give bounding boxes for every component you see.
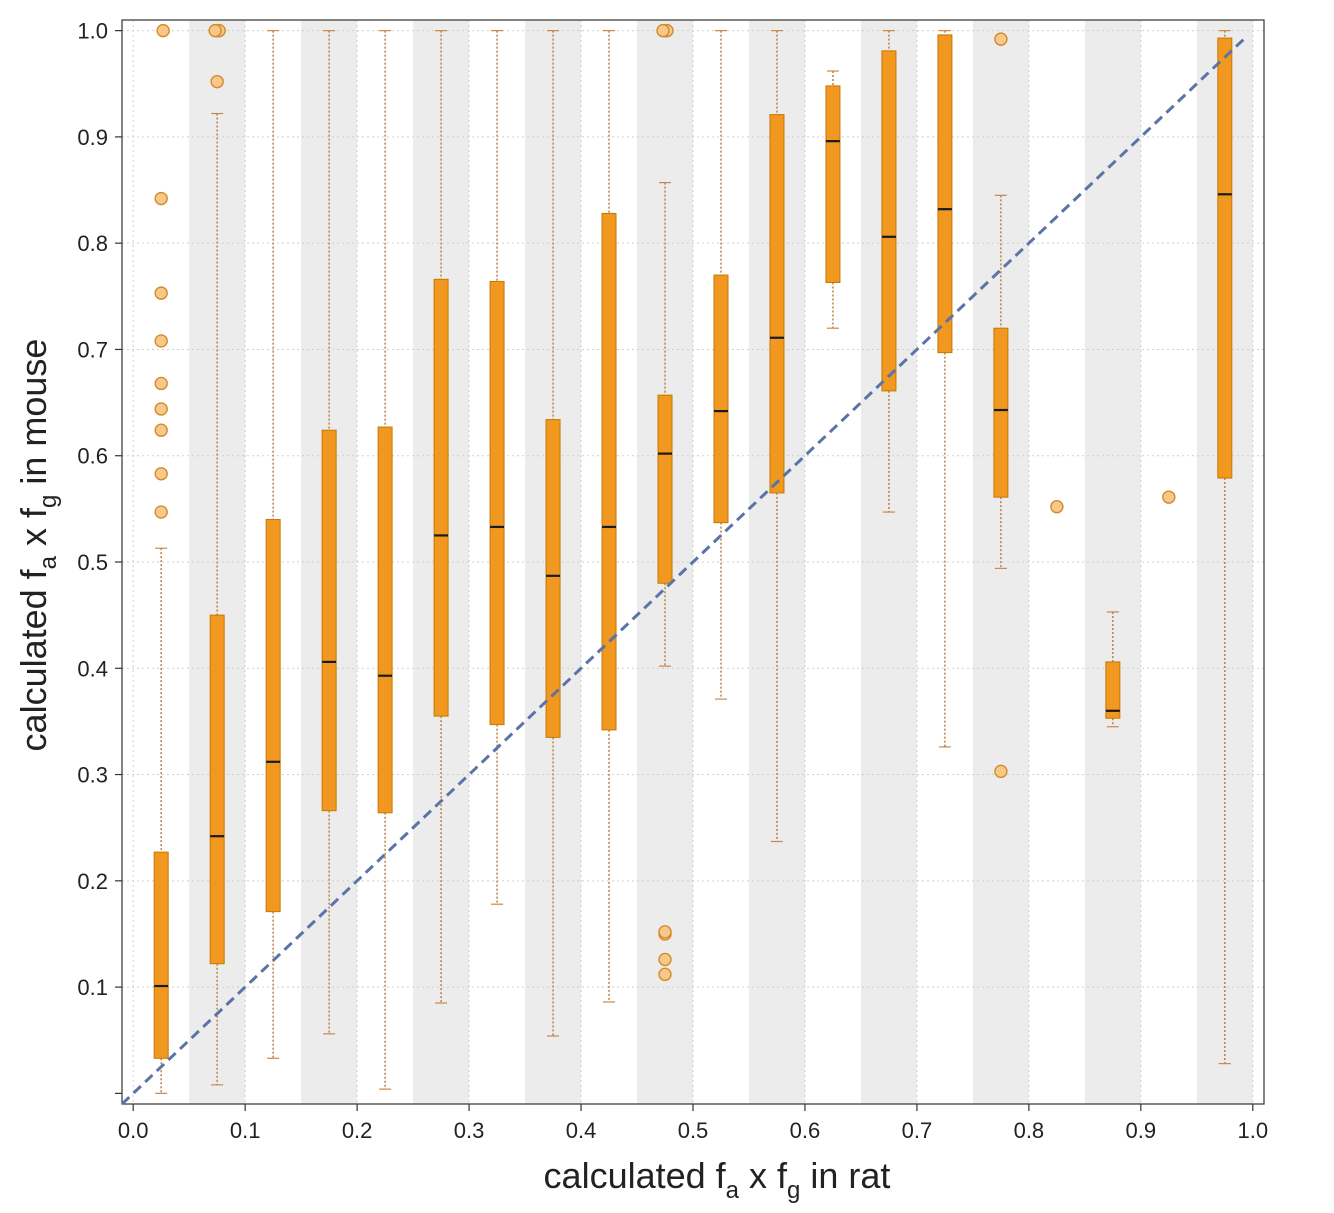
- outlier-point: [154, 423, 168, 437]
- outlier-point: [658, 952, 672, 967]
- outlier-point: [994, 764, 1008, 779]
- box-group: [1162, 490, 1176, 504]
- y-tick-label: 0.6: [77, 444, 108, 469]
- reference-line-group: [120, 34, 1249, 1106]
- outlier-point: [154, 376, 168, 391]
- x-tick-label: 0.7: [902, 1118, 933, 1143]
- outlier-point: [210, 74, 224, 89]
- iqr-box: [601, 212, 617, 731]
- iqr-box: [881, 50, 897, 392]
- y-title-main: calculated f: [13, 568, 54, 751]
- outlier-point: [154, 402, 168, 416]
- outlier-point: [208, 23, 222, 38]
- y-tick-label: 0.7: [77, 337, 108, 362]
- y-title-sub-a: a: [35, 555, 62, 569]
- x-title-sub-g: g: [787, 1177, 800, 1204]
- box-group: [1217, 30, 1233, 1065]
- outlier-point: [154, 334, 168, 348]
- box-group: [1105, 611, 1121, 728]
- outlier-point: [154, 191, 168, 206]
- box-group: [321, 30, 337, 1035]
- box-group: [993, 32, 1009, 779]
- box-group: [489, 30, 505, 905]
- box-group: [825, 70, 841, 329]
- y-tick-label: 0.4: [77, 656, 108, 681]
- x-tick-label: 0.8: [1014, 1118, 1045, 1143]
- outlier-point: [658, 925, 672, 939]
- outlier-point: [658, 967, 672, 982]
- box-group: [601, 30, 617, 1003]
- y-axis-title: calculated fa x fg in mouse: [13, 339, 62, 752]
- x-tick-label: 0.0: [118, 1118, 149, 1143]
- y-tick-label: 0.8: [77, 231, 108, 256]
- box-group: [769, 30, 785, 843]
- x-tick-label: 0.6: [790, 1118, 821, 1143]
- box-group: [1050, 500, 1064, 514]
- iqr-box: [825, 85, 841, 283]
- y-title-sub-g: g: [35, 495, 62, 508]
- box-group: [713, 30, 729, 700]
- iqr-box: [489, 280, 505, 726]
- iqr-box: [657, 394, 673, 584]
- box-group: [208, 23, 226, 1086]
- iqr-box: [1105, 661, 1121, 719]
- y-tick-label: 0.5: [77, 550, 108, 575]
- grid-lines: [122, 20, 1264, 1104]
- iqr-box: [153, 851, 169, 1059]
- outlier-point: [994, 32, 1008, 46]
- y-tick-label: 0.2: [77, 869, 108, 894]
- x-tick-label: 0.3: [454, 1118, 485, 1143]
- outlier-point: [156, 23, 170, 38]
- x-tick-label: 0.5: [678, 1118, 709, 1143]
- iqr-box: [545, 419, 561, 738]
- y-title-tail: in mouse: [13, 339, 54, 495]
- outlier-point: [154, 467, 168, 481]
- box-group: [153, 23, 170, 1094]
- y-tick-label: 1.0: [77, 19, 108, 44]
- outlier-point: [1162, 490, 1176, 504]
- x-axis-title: calculated fa x fg in rat: [544, 1155, 891, 1204]
- x-tick-label: 0.9: [1126, 1118, 1157, 1143]
- x-title-mid: x f: [739, 1155, 788, 1196]
- outlier-point: [656, 23, 670, 38]
- x-tick-label: 0.2: [342, 1118, 373, 1143]
- y-tick-label: 0.3: [77, 763, 108, 788]
- x-tick-label: 0.4: [566, 1118, 597, 1143]
- iqr-box: [1217, 37, 1233, 479]
- x-tick-label: 1.0: [1238, 1118, 1269, 1143]
- iqr-box: [993, 327, 1009, 498]
- outlier-point: [1050, 500, 1064, 514]
- box-group: [656, 23, 674, 982]
- iqr-box: [209, 614, 225, 965]
- iqr-box: [265, 518, 281, 913]
- iqr-box: [937, 34, 953, 354]
- box-group: [937, 30, 953, 748]
- x-title-main: calculated f: [544, 1155, 727, 1196]
- iqr-box: [769, 114, 785, 494]
- iqr-box: [433, 278, 449, 717]
- outlier-point: [154, 505, 168, 519]
- tick-labels: 0.0 0.1 0.2 0.3 0.4 0.5 0.6 0.7 0.8 0.9 1.0 0.1 0.2 0…: [77, 19, 1268, 1143]
- box-group: [265, 30, 281, 1059]
- box-group: [377, 30, 393, 1090]
- x-title-tail: in rat: [800, 1155, 890, 1196]
- iqr-box: [321, 429, 337, 812]
- x-title-sub-a: a: [726, 1177, 740, 1204]
- y-tick-label: 0.1: [77, 975, 108, 1000]
- iqr-box: [377, 426, 393, 814]
- x-tick-label: 0.1: [230, 1118, 261, 1143]
- y-tick-label: 0.9: [77, 125, 108, 150]
- y-title-mid: x f: [13, 507, 54, 556]
- box-group: [881, 30, 897, 513]
- boxes-group: [153, 23, 1233, 1094]
- iqr-box: [713, 274, 729, 524]
- outlier-point: [154, 286, 168, 300]
- box-group: [433, 30, 449, 1004]
- box-group: [545, 30, 561, 1037]
- identity-line: [120, 34, 1249, 1106]
